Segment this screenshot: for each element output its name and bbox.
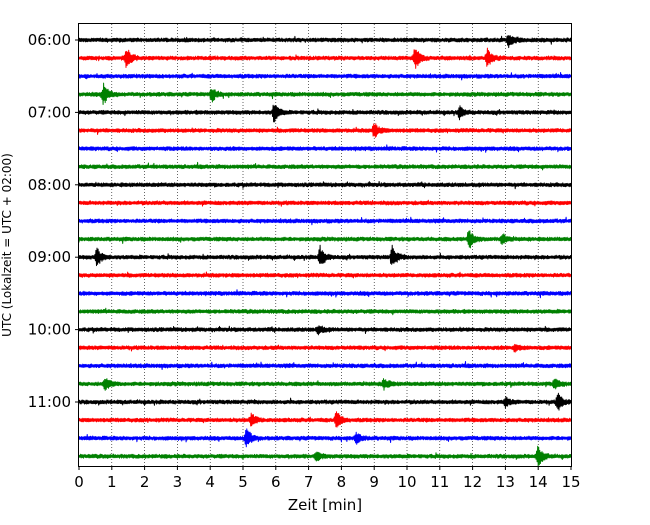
seismic-trace-1015 [78,343,572,353]
seismic-trace-0645 [78,82,572,105]
seismic-trace-0945 [78,307,572,316]
y-axis-label: UTC (Lokalzeit = UTC + 02:00) [0,153,14,337]
seismic-trace-0900 [78,244,572,267]
x-tick-label: 8 [337,473,347,491]
x-tick-label: 4 [205,473,215,491]
seismic-trace-1115 [78,411,572,428]
seismic-trace-0845 [78,230,572,249]
x-tick-label: 6 [271,473,281,491]
seismic-trace-0930 [78,289,572,299]
seismic-trace-0915 [78,271,572,279]
x-tick-label: 10 [397,473,416,491]
y-tick-label: 06:00 [28,31,71,49]
x-tick-label: 2 [140,473,150,491]
seismic-trace-0600 [78,35,572,49]
x-tick-label: 12 [463,473,482,491]
y-axis-ticks: 06:00 07:00 08:00 09:00 10:00 11:00 [28,31,79,411]
x-axis-ticks: 0 1 2 3 4 5 6 7 8 9 10 11 12 13 14 15 [74,466,581,491]
seismic-trace-0700 [78,104,572,123]
seismic-trace-1100 [78,392,572,411]
x-tick-label: 3 [173,473,183,491]
plot-frame [78,23,572,467]
seismic-trace-0730 [78,144,572,153]
x-tick-label: 7 [304,473,314,491]
x-tick-label: 15 [561,473,580,491]
x-tick-label: 1 [107,473,117,491]
x-tick-label: 0 [74,473,84,491]
seismic-trace-0830 [78,216,572,226]
seismic-trace-0815 [78,199,572,207]
x-axis-label: Zeit [min] [288,496,362,514]
x-tick-label: 9 [369,473,379,491]
y-tick-label: 09:00 [28,248,71,266]
x-tick-label: 13 [496,473,515,491]
y-tick-label: 07:00 [28,103,71,121]
y-tick-label: 11:00 [28,393,71,411]
seismic-trace-1130 [78,428,572,448]
seismic-trace-1000 [78,325,572,336]
x-tick-label: 5 [238,473,248,491]
seismic-trace-1030 [78,361,572,370]
x-tick-label: 14 [529,473,548,491]
y-tick-label: 10:00 [28,321,71,339]
trace-group [78,35,572,467]
seismic-trace-0745 [78,161,572,171]
seismic-trace-0715 [78,123,572,138]
seismic-trace-0800 [78,181,572,190]
y-tick-label: 08:00 [28,176,71,194]
x-tick-label: 11 [430,473,449,491]
seismic-trace-1045 [78,378,572,391]
seismic-trace-0615 [78,47,572,69]
seismic-trace-1145 [78,445,572,467]
grid-lines [111,24,539,466]
seismic-trace-0630 [78,72,572,81]
